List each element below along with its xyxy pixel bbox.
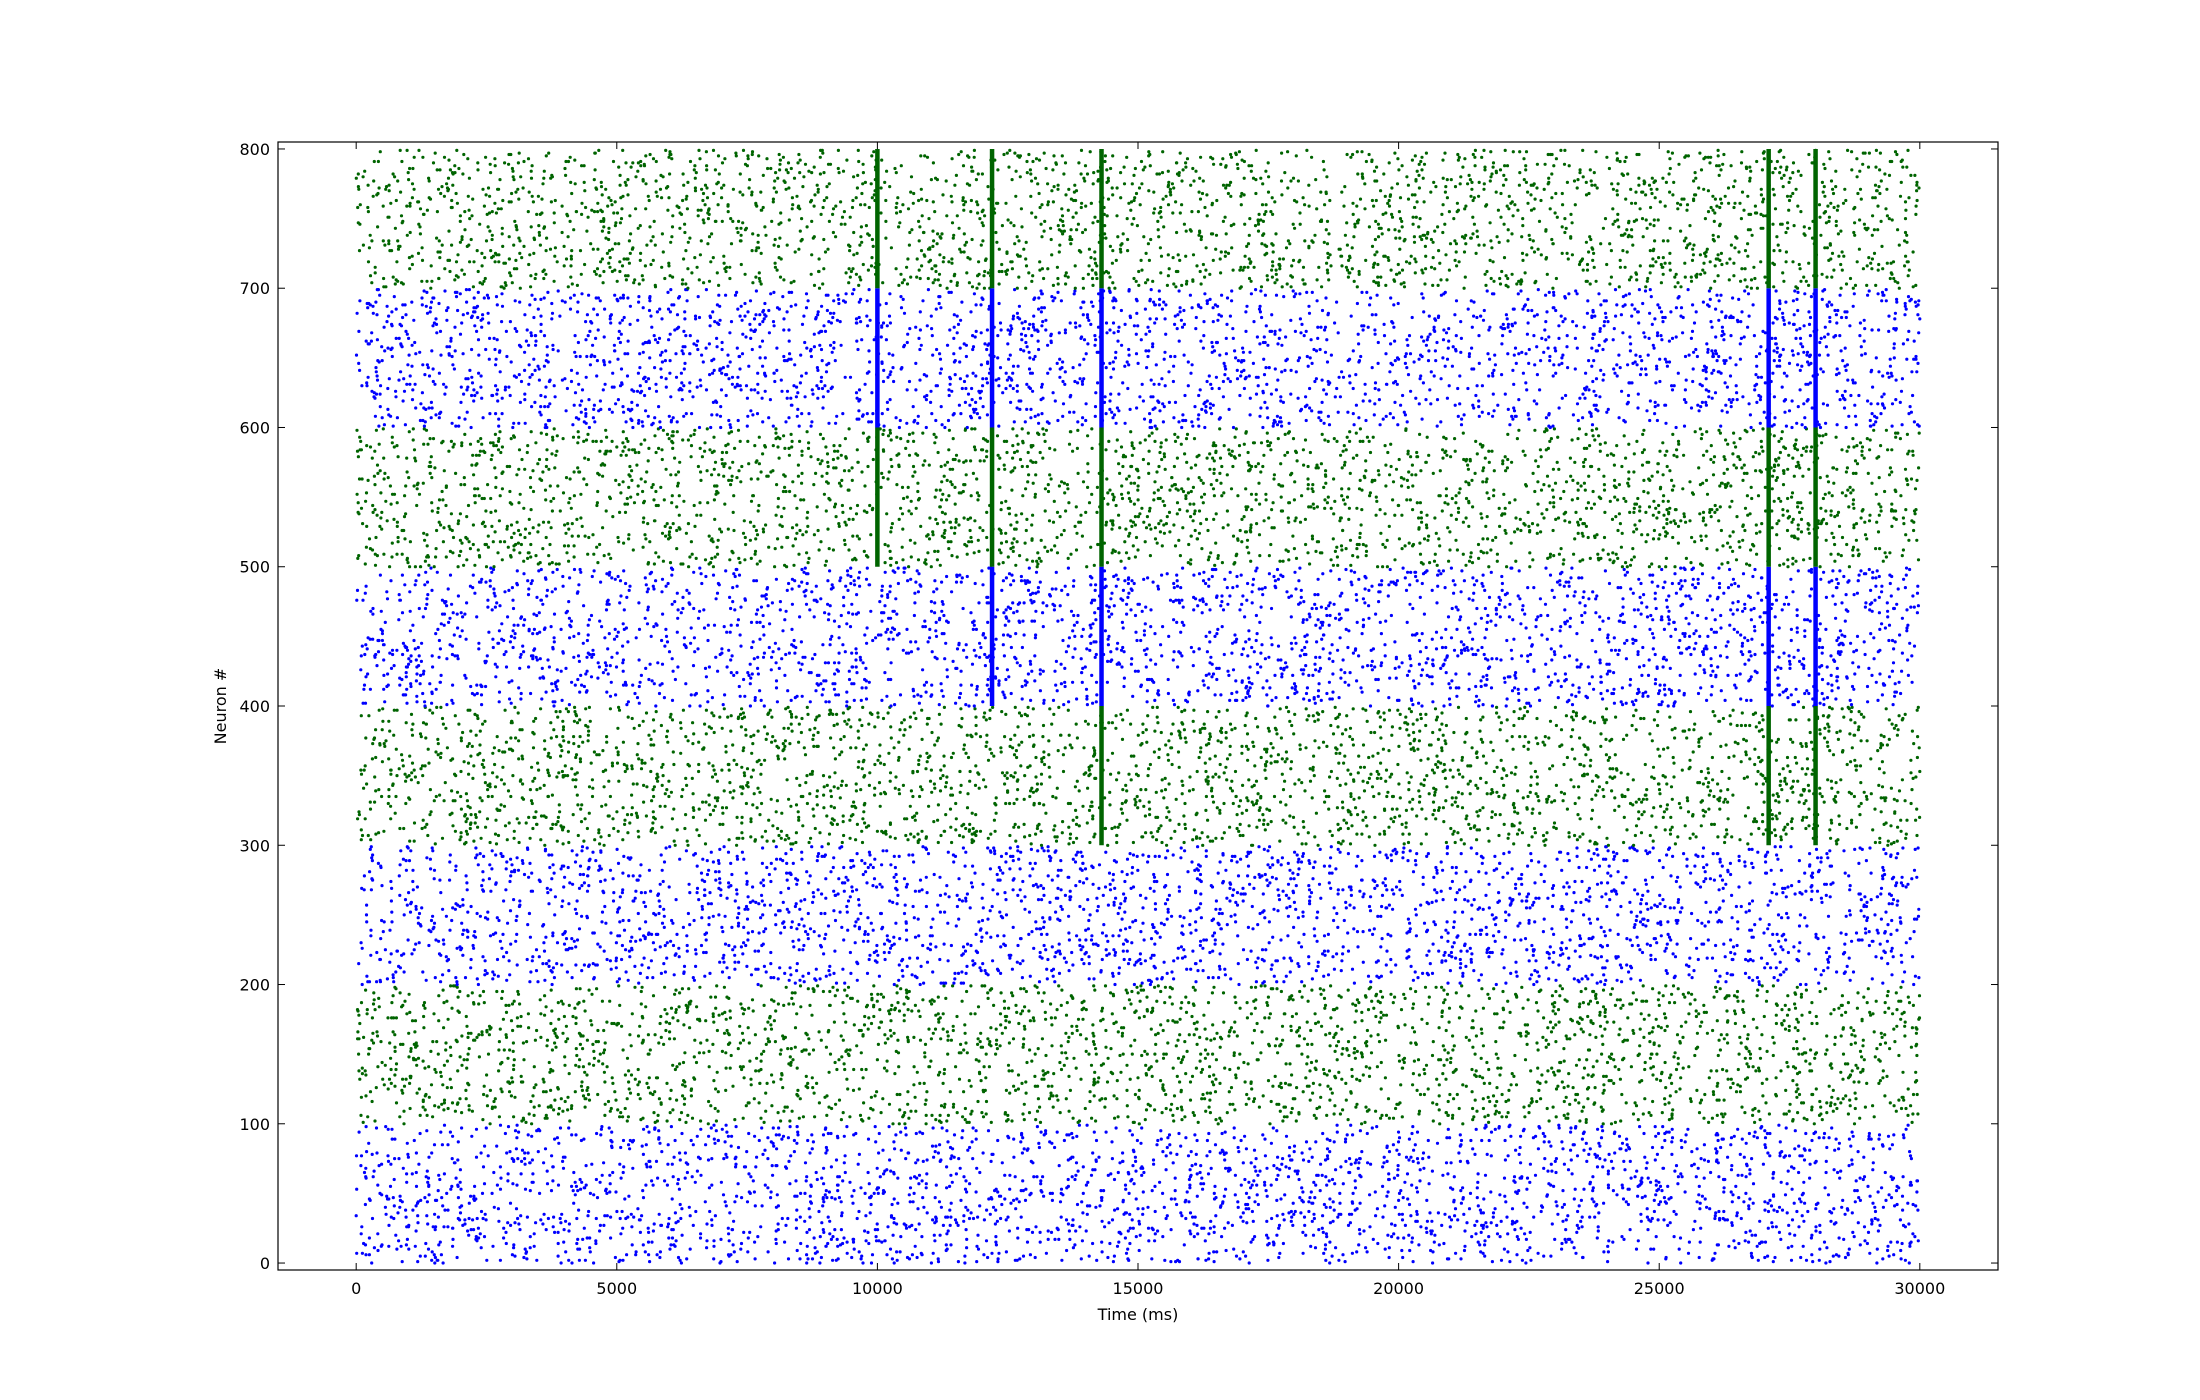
spike-dots [357, 845, 1921, 987]
neuron-group-500-600 [355, 427, 1921, 569]
spike-dots [355, 566, 1921, 708]
x-tick-label: 20000 [1373, 1279, 1424, 1298]
spike-dots [355, 984, 1922, 1126]
y-tick-label: 400 [239, 697, 270, 716]
x-axis: 0 5000 10000 15000 20000 25000 30000 [351, 142, 1945, 1298]
neuron-group-200-300 [357, 845, 1921, 987]
neuron-group-400-500 [355, 566, 1921, 708]
y-tick-label: 100 [239, 1115, 270, 1134]
x-axis-label: Time (ms) [1097, 1305, 1179, 1324]
y-tick-label: 300 [239, 836, 270, 855]
y-axis-label: Neuron # [211, 668, 230, 745]
spike-dots [354, 148, 1921, 290]
neuron-group-100-200 [355, 984, 1922, 1126]
x-tick-label: 30000 [1894, 1279, 1945, 1298]
plot-area [354, 148, 1922, 1265]
y-tick-label: 0 [260, 1254, 270, 1273]
y-tick-label: 800 [239, 140, 270, 159]
spike-dots [355, 427, 1921, 569]
y-tick-label: 200 [239, 976, 270, 995]
neuron-group-700-800 [354, 148, 1921, 290]
y-tick-label: 600 [239, 418, 270, 437]
x-tick-label: 10000 [852, 1279, 903, 1298]
spike-dots [354, 1123, 1920, 1265]
spike-dots [356, 705, 1922, 847]
x-tick-label: 0 [351, 1279, 361, 1298]
y-tick-label: 700 [239, 279, 270, 298]
x-tick-label: 15000 [1113, 1279, 1164, 1298]
neuron-group-300-400 [356, 705, 1922, 847]
y-axis: 0 100 200 300 400 500 600 700 800 [239, 140, 1998, 1273]
neuron-group-0-100 [354, 1123, 1920, 1265]
x-tick-label: 5000 [596, 1279, 637, 1298]
y-tick-label: 500 [239, 558, 270, 577]
x-tick-label: 25000 [1634, 1279, 1685, 1298]
